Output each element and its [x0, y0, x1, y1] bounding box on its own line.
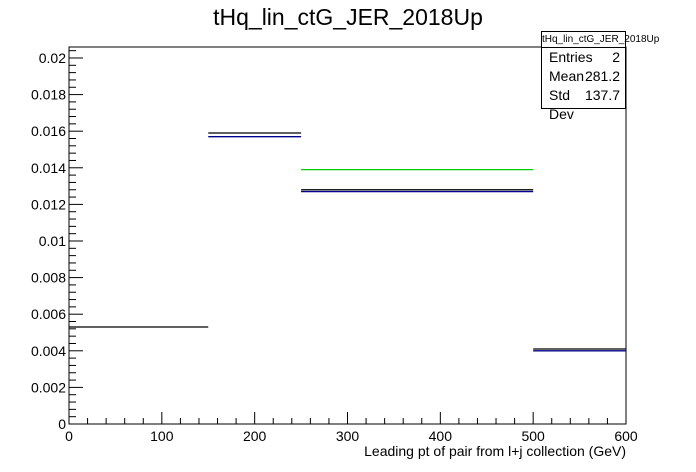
y-tick-label: 0.018: [31, 87, 66, 103]
x-tick-label: 200: [243, 428, 267, 444]
stats-label: Entries: [549, 49, 593, 65]
x-tick-label: 500: [521, 428, 545, 444]
y-tick-label: 0.016: [31, 123, 66, 139]
x-axis-label: Leading pt of pair from l+j collection (…: [364, 443, 626, 459]
stats-value: 2: [612, 49, 620, 65]
x-tick-label: 0: [65, 428, 73, 444]
x-tick-label: 300: [336, 428, 360, 444]
y-tick-label: 0.008: [31, 270, 66, 286]
stats-row-mean: Mean 281.2: [542, 67, 625, 86]
y-tick-label: 0.014: [31, 160, 66, 176]
y-tick-label: 0.006: [31, 306, 66, 322]
x-tick-label: 100: [150, 428, 174, 444]
y-tick-label: 0.01: [39, 233, 66, 249]
stats-row-entries: Entries 2: [542, 48, 625, 67]
chart-title: tHq_lin_ctG_JER_2018Up: [213, 4, 483, 30]
stats-value: 137.7: [584, 87, 620, 103]
y-tick-label: 0: [58, 416, 66, 432]
stats-title: tHq_lin_ctG_JER_2018Up: [542, 32, 659, 48]
y-tick-label: 0.012: [31, 196, 66, 212]
x-tick-label: 600: [614, 428, 638, 444]
y-tick-label: 0.02: [39, 50, 66, 66]
stats-label: Mean: [549, 68, 585, 84]
y-tick-label: 0.004: [31, 343, 66, 359]
stats-box: tHq_lin_ctG_JER_2018Up Entries 2 Mean 28…: [541, 31, 659, 122]
stats-value: 281.2: [584, 68, 620, 84]
x-tick-label: 400: [429, 428, 453, 444]
stats-row-stddev: Std Dev 137.7: [542, 86, 625, 122]
y-tick-label: 0.002: [31, 379, 66, 395]
stats-label: Std Dev: [549, 87, 574, 122]
